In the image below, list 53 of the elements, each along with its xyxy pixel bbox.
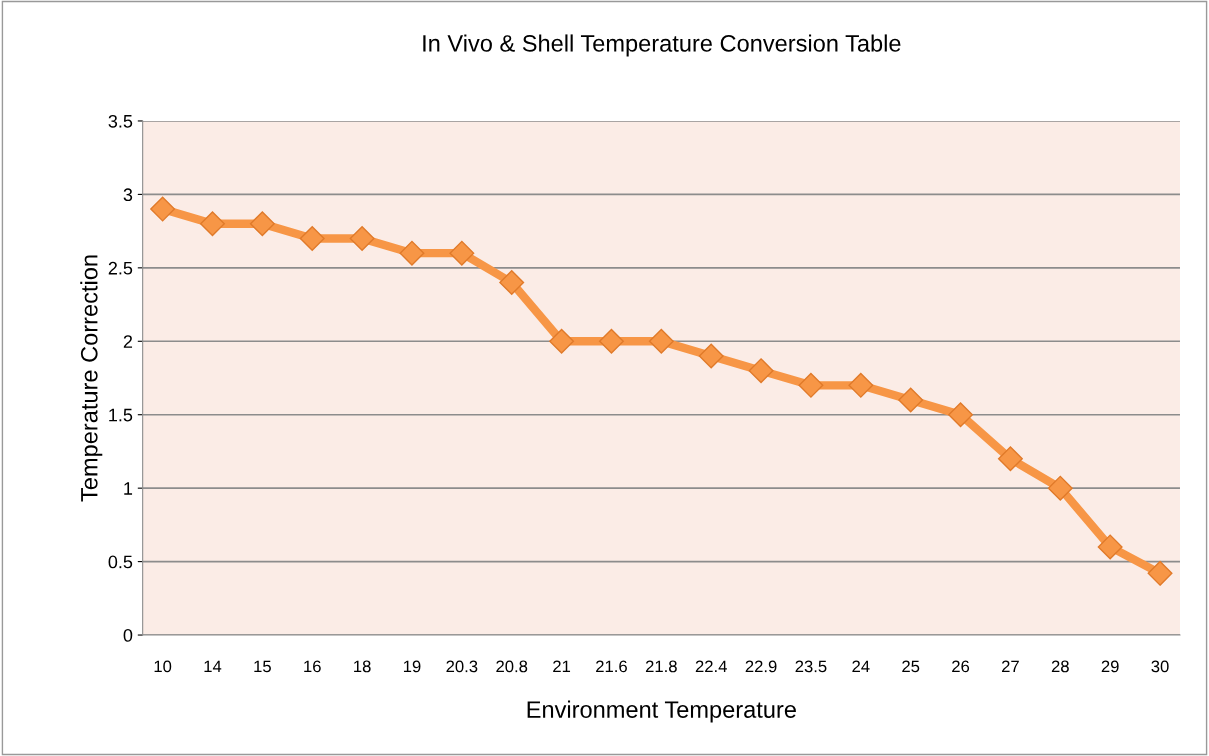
point — [1147, 560, 1173, 586]
point — [249, 211, 275, 237]
x-tick-label: 20.3 — [446, 660, 478, 673]
y-tick-label: 3 — [123, 188, 133, 202]
y-tick-label: 2 — [123, 335, 133, 348]
x-tick-label: 30 — [1151, 660, 1169, 673]
point — [399, 240, 425, 266]
point — [848, 372, 874, 398]
point — [549, 328, 575, 354]
x-tick-label: 19 — [403, 660, 421, 673]
point — [1097, 534, 1123, 560]
x-tick-label: 21.6 — [596, 660, 627, 673]
point — [898, 387, 924, 413]
chart-title: In Vivo & Shell Temperature Conversion Table — [423, 34, 901, 57]
x-tick-label: 27 — [1001, 660, 1019, 673]
y-tick-label: 1 — [124, 482, 133, 495]
point — [948, 402, 974, 428]
y-tick-label: 3.5 — [108, 114, 133, 128]
point — [997, 446, 1023, 472]
point — [449, 240, 475, 266]
point — [798, 372, 824, 398]
y-tick-label: 0 — [123, 628, 133, 642]
x-tick-label: 14 — [204, 660, 222, 673]
x-axis-title: Environment Temperature — [527, 700, 796, 723]
x-tick-label: 22.9 — [745, 660, 777, 673]
x-tick-label: 16 — [304, 660, 321, 673]
point — [499, 270, 525, 296]
x-tick-label: 28 — [1051, 660, 1069, 673]
point — [299, 225, 325, 251]
point — [598, 328, 624, 354]
x-tick-label: 15 — [254, 660, 271, 673]
point — [349, 225, 375, 251]
x-tick-label: 20.8 — [496, 660, 528, 673]
x-tick-label: 21.8 — [645, 660, 677, 673]
point — [748, 358, 774, 384]
x-tick-label: 26 — [952, 660, 970, 673]
x-tick-label: 25 — [902, 660, 920, 673]
y-tick-label: 0.5 — [108, 555, 133, 569]
x-tick-label: 24 — [852, 660, 870, 673]
x-tick-label: 21 — [553, 660, 571, 673]
y-axis-title: Temperature Correction — [80, 255, 103, 502]
point — [150, 196, 176, 222]
x-tick-label: 29 — [1101, 660, 1119, 673]
y-tick-label: 1.5 — [109, 408, 133, 422]
x-tick-label: 23.5 — [795, 660, 827, 673]
x-tick-label: 18 — [354, 660, 371, 673]
y-tick-label: 2.5 — [108, 261, 133, 275]
point — [200, 211, 225, 237]
point — [648, 328, 674, 354]
point — [698, 343, 724, 369]
x-tick-label: 10 — [154, 660, 172, 673]
point — [1047, 475, 1073, 501]
x-tick-label: 22.4 — [695, 660, 727, 673]
